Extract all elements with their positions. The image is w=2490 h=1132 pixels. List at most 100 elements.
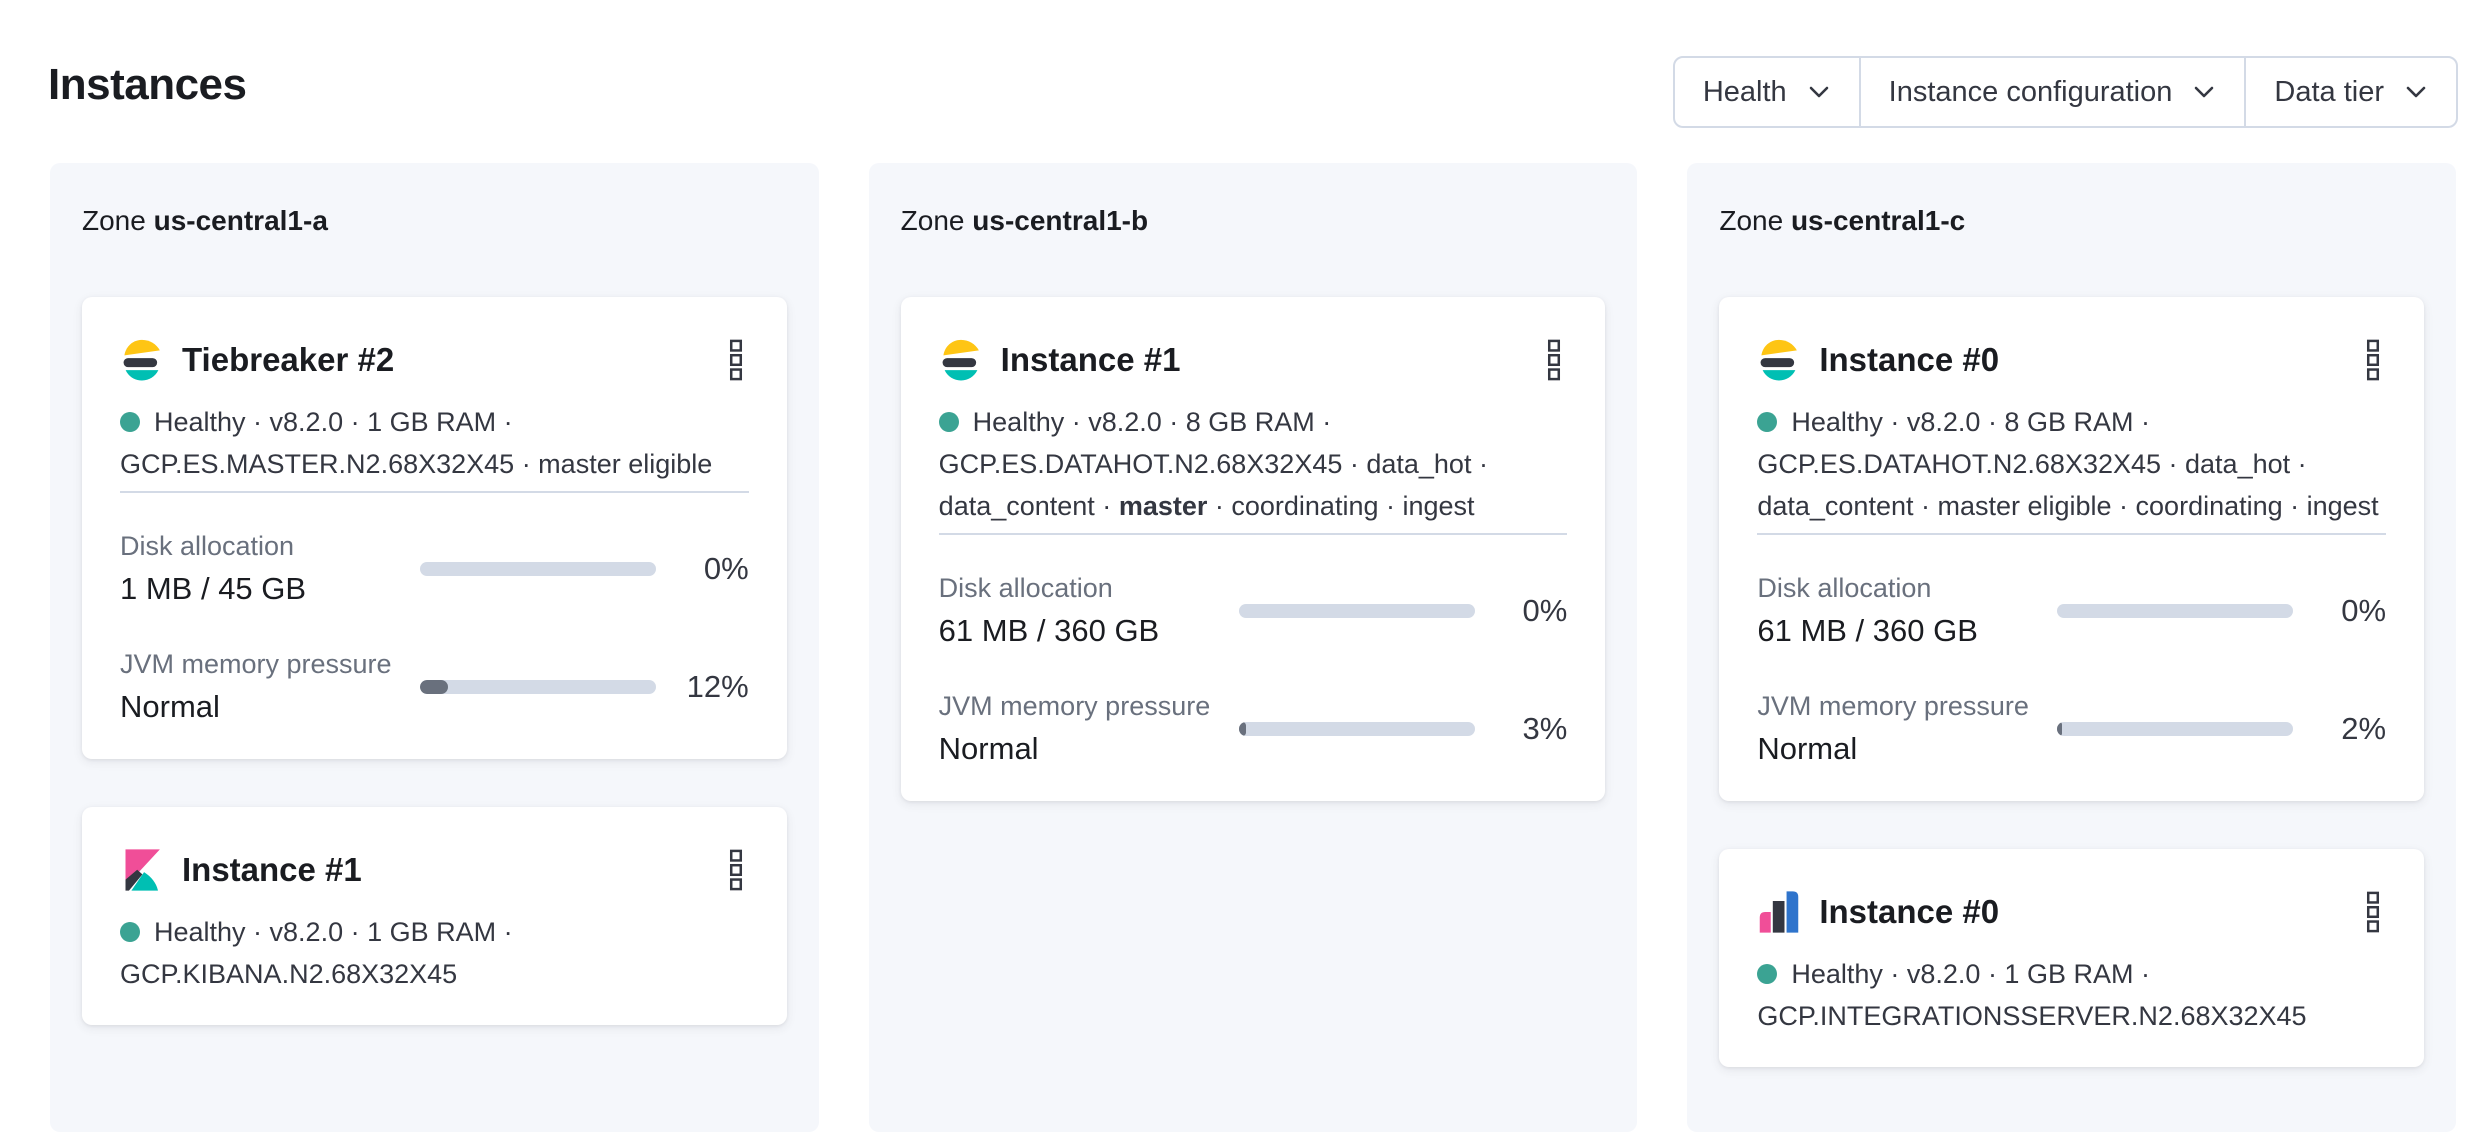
health-dot-icon xyxy=(120,412,140,432)
card-header: Tiebreaker #2 xyxy=(120,335,749,385)
filter-button-health[interactable]: Health xyxy=(1675,58,1859,126)
divider xyxy=(938,533,1568,535)
zone-label-text: Zone xyxy=(82,205,146,236)
meta-line: Healthy · v8.2.0 · 8 GB RAM · xyxy=(938,401,1568,443)
zone-label: Zone us-central1-a xyxy=(82,205,787,237)
health-dot-icon xyxy=(120,922,140,942)
zone-name: us-central1-c xyxy=(1790,205,1966,236)
zone-panel-us-central1-b: Zone us-central1-b Instance #1 Healthy ·… xyxy=(868,163,1638,1132)
filter-button-label: Instance configuration xyxy=(1888,75,2173,108)
metric-row: Disk allocation 1 MB / 45 GB 0% xyxy=(120,531,749,607)
card-title: Instance #1 xyxy=(1000,341,1181,378)
page-title: Instances xyxy=(48,60,247,109)
metric-bar xyxy=(1238,722,1475,736)
filter-button-label: Data tier xyxy=(2274,75,2384,108)
meta-line: GCP.INTEGRATIONSSERVER.N2.68X32X45 xyxy=(1757,995,2386,1037)
meta-line: Healthy · v8.2.0 · 1 GB RAM · xyxy=(1757,953,2386,995)
card-menu-button[interactable] xyxy=(1541,335,1567,385)
instance-card: Instance #1 Healthy · v8.2.0 · 1 GB RAM … xyxy=(82,807,787,1025)
metric-value: 61 MB / 360 GB xyxy=(938,613,1160,648)
boxes-vertical-icon xyxy=(2367,339,2380,381)
zone-label: Zone us-central1-b xyxy=(901,205,1606,237)
metric-bar-fill xyxy=(2057,722,2063,736)
card-menu-button[interactable] xyxy=(723,845,749,895)
elasticsearch-logo-icon xyxy=(942,339,979,381)
metric-percent: 0% xyxy=(703,551,749,586)
metric-label: Disk allocation xyxy=(120,531,295,561)
card-meta: Healthy · v8.2.0 · 1 GB RAM · GCP.INTEGR… xyxy=(1757,953,2386,1037)
metric-row: JVM memory pressure Normal 2% xyxy=(1757,691,2386,767)
instance-card: Instance #0 Healthy · v8.2.0 · 1 GB RAM … xyxy=(1719,849,2425,1067)
chevron-down-icon xyxy=(2195,86,2214,98)
boxes-vertical-icon xyxy=(1548,339,1561,381)
metric-value: Normal xyxy=(120,689,220,724)
card-meta: Healthy · v8.2.0 · 1 GB RAM · GCP.ES.MAS… xyxy=(120,401,749,485)
meta-text: Healthy · v8.2.0 · 1 GB RAM · xyxy=(154,917,513,947)
card-title: Instance #1 xyxy=(182,851,362,888)
integrations-server-logo-icon xyxy=(1760,891,1799,933)
metric-percent: 0% xyxy=(1522,593,1568,628)
zone-label: Zone us-central1-c xyxy=(1719,205,2424,237)
health-dot-icon xyxy=(938,412,959,432)
meta-text: GCP.KIBANA.N2.68X32X45 xyxy=(120,959,458,989)
meta-line: data_content · master · coordinating · i… xyxy=(939,485,1568,527)
metric-bar xyxy=(2057,604,2294,618)
meta-line: data_content · master eligible · coordin… xyxy=(1757,485,2386,527)
metric-value: Normal xyxy=(938,731,1039,766)
meta-text: data_content · master eligible · coordin… xyxy=(1757,491,2379,521)
meta-line: GCP.ES.DATAHOT.N2.68X32X45 · data_hot · xyxy=(939,443,1568,485)
card-meta: Healthy · v8.2.0 · 1 GB RAM · GCP.KIBANA… xyxy=(120,911,749,995)
meta-text: · coordinating · ingest xyxy=(1207,491,1475,521)
meta-text: GCP.ES.MASTER.N2.68X32X45 · master eligi… xyxy=(120,449,713,479)
elasticsearch-logo-icon xyxy=(123,339,160,381)
elasticsearch-logo-icon xyxy=(1760,339,1798,381)
card-title: Tiebreaker #2 xyxy=(182,341,395,378)
metric-percent: 2% xyxy=(2341,711,2387,746)
metric-percent: 0% xyxy=(2341,593,2387,628)
metric-label: Disk allocation xyxy=(938,573,1113,603)
health-dot-icon xyxy=(1757,964,1778,984)
metric-bar xyxy=(2057,722,2294,736)
card-title: Instance #0 xyxy=(1819,341,2000,378)
metric-value: Normal xyxy=(1757,731,1858,766)
zone-name: us-central1-a xyxy=(153,205,328,236)
card-metrics: Disk allocation 61 MB / 360 GB 0% JVM me… xyxy=(1757,573,2386,767)
health-dot-icon xyxy=(1757,412,1778,432)
metric-label: JVM memory pressure xyxy=(1757,691,2029,721)
boxes-vertical-icon xyxy=(729,339,742,381)
divider xyxy=(120,491,749,493)
card-menu-button[interactable] xyxy=(2360,335,2386,385)
metric-bar-fill xyxy=(420,680,449,694)
zone-label-text: Zone xyxy=(1719,205,1784,236)
meta-line: Healthy · v8.2.0 · 8 GB RAM · xyxy=(1757,401,2386,443)
instance-card: Instance #0 Healthy · v8.2.0 · 8 GB RAM … xyxy=(1719,297,2425,801)
card-header: Instance #0 xyxy=(1757,335,2386,385)
divider xyxy=(1757,533,2387,535)
metric-value: 1 MB / 45 GB xyxy=(120,571,307,606)
card-header: Instance #1 xyxy=(939,335,1568,385)
meta-line: GCP.ES.DATAHOT.N2.68X32X45 · data_hot · xyxy=(1757,443,2386,485)
card-metrics: Disk allocation 61 MB / 360 GB 0% JVM me… xyxy=(939,573,1568,767)
zone-name: us-central1-b xyxy=(972,205,1149,236)
meta-text: data_content · xyxy=(938,491,1119,521)
metric-row: Disk allocation 61 MB / 360 GB 0% xyxy=(939,573,1568,649)
meta-line: GCP.KIBANA.N2.68X32X45 xyxy=(120,953,749,995)
instance-card: Instance #1 Healthy · v8.2.0 · 8 GB RAM … xyxy=(900,297,1606,801)
meta-line: Healthy · v8.2.0 · 1 GB RAM · xyxy=(120,911,749,953)
card-menu-button[interactable] xyxy=(2360,887,2386,937)
card-title: Instance #0 xyxy=(1819,893,2000,930)
card-menu-button[interactable] xyxy=(723,335,749,385)
metric-row: JVM memory pressure Normal 3% xyxy=(939,691,1568,767)
metric-label: JVM memory pressure xyxy=(938,691,1211,721)
metric-bar xyxy=(420,562,656,576)
zone-panel-us-central1-c: Zone us-central1-c Instance #0 Healthy ·… xyxy=(1687,163,2457,1132)
meta-text: Healthy · v8.2.0 · 8 GB RAM · xyxy=(1791,407,2150,437)
metric-row: Disk allocation 61 MB / 360 GB 0% xyxy=(1757,573,2386,649)
meta-text: GCP.ES.DATAHOT.N2.68X32X45 · data_hot · xyxy=(1757,449,2307,479)
meta-text: GCP.INTEGRATIONSSERVER.N2.68X32X45 xyxy=(1757,1001,2307,1031)
card-header: Instance #1 xyxy=(120,845,749,895)
filter-button-instance-configuration[interactable]: Instance configuration xyxy=(1858,58,2245,126)
filter-button-data-tier[interactable]: Data tier xyxy=(2244,58,2456,126)
zone-label-text: Zone xyxy=(900,205,965,236)
metric-percent: 3% xyxy=(1522,711,1568,746)
